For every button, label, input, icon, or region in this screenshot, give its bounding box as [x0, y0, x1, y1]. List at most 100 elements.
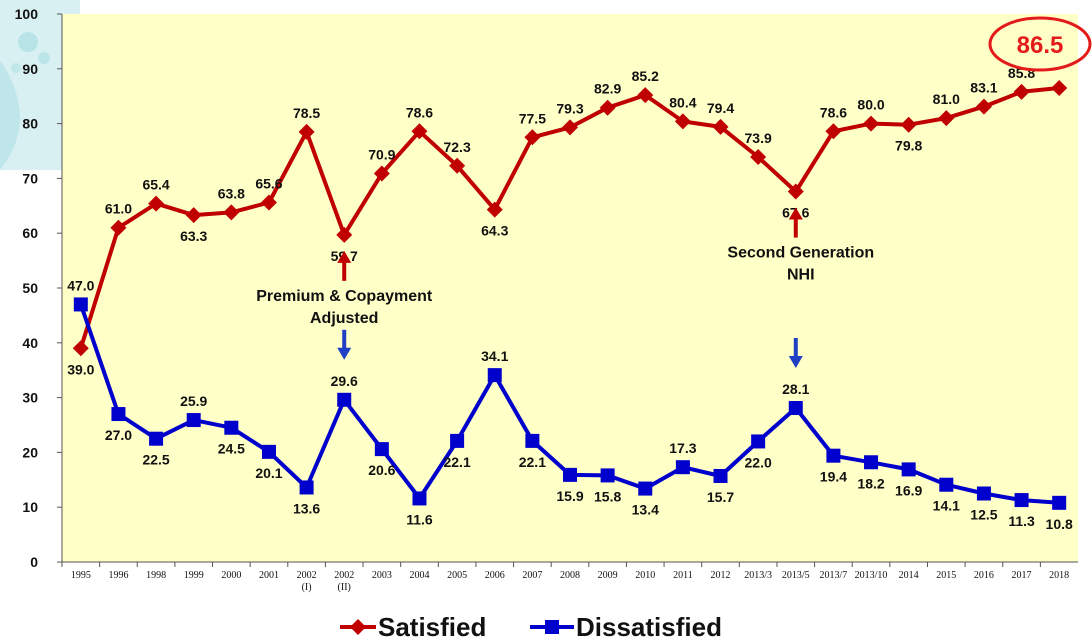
data-label-dissatisfied: 13.6	[293, 500, 320, 516]
up-arrow-icon	[337, 250, 352, 263]
data-point-dissatisfied	[487, 368, 502, 383]
data-point-dissatisfied	[337, 392, 352, 407]
data-point-satisfied	[72, 340, 89, 357]
data-point-satisfied	[1051, 79, 1068, 96]
square-icon	[545, 620, 559, 634]
data-label-satisfied: 39.0	[67, 361, 94, 377]
x-tick-sublabel: (I)	[302, 582, 312, 593]
legend-label-satisfied: Satisfied	[378, 612, 486, 641]
data-label-dissatisfied: 15.9	[556, 488, 583, 504]
data-point-dissatisfied	[976, 486, 991, 501]
x-tick-label: 2009	[598, 570, 618, 581]
data-point-satisfied	[298, 123, 315, 140]
data-label-dissatisfied: 34.1	[481, 348, 508, 364]
data-point-dissatisfied	[563, 467, 577, 482]
annotation-text: Adjusted	[310, 310, 378, 327]
data-point-dissatisfied	[299, 480, 314, 495]
x-tick-label: 2018	[1049, 570, 1069, 581]
data-label-satisfied: 82.9	[594, 81, 621, 97]
data-point-satisfied	[938, 110, 955, 127]
data-label-dissatisfied: 22.0	[745, 454, 772, 470]
data-point-satisfied	[674, 113, 691, 130]
data-label-satisfied: 79.8	[895, 138, 922, 154]
data-point-dissatisfied	[901, 462, 916, 477]
x-tick-label: 2005	[447, 570, 467, 581]
annotation-text: Second Generation	[727, 245, 874, 262]
y-tick-label: 30	[22, 390, 38, 406]
data-label-satisfied: 81.0	[933, 91, 960, 107]
x-tick-label: 2013/3	[744, 570, 772, 581]
data-point-dissatisfied	[939, 477, 954, 492]
y-tick-label: 10	[22, 499, 38, 515]
data-label-dissatisfied: 29.6	[331, 373, 358, 389]
data-label-satisfied: 63.8	[218, 185, 245, 201]
data-label-dissatisfied: 22.5	[142, 452, 169, 468]
annotation-text: Premium & Copayment	[256, 288, 433, 305]
annotations: Premium & Copayment Adjusted Second Genera…	[256, 207, 874, 369]
data-point-satisfied	[260, 194, 277, 211]
data-point-satisfied	[223, 204, 240, 221]
data-point-satisfied	[787, 183, 804, 200]
data-point-dissatisfied	[412, 491, 427, 506]
data-label-dissatisfied: 18.2	[857, 475, 884, 491]
data-point-dissatisfied	[186, 413, 201, 428]
x-tick-label: 2016	[974, 570, 994, 581]
x-tick-label: 1998	[146, 570, 166, 581]
data-label-dissatisfied: 19.4	[820, 469, 847, 485]
down-arrow-icon	[337, 347, 352, 360]
data-point-satisfied	[148, 195, 165, 212]
data-markers	[72, 79, 1068, 510]
data-point-satisfied	[562, 119, 578, 136]
data-label-dissatisfied: 22.1	[443, 454, 470, 470]
x-tick-label: 2010	[635, 570, 655, 581]
x-tick-label: 2011	[673, 570, 693, 581]
y-tick-label: 70	[22, 170, 38, 186]
data-label-satisfied: 78.5	[293, 105, 320, 121]
data-label-dissatisfied: 20.1	[255, 465, 282, 481]
data-label-dissatisfied: 28.1	[782, 381, 809, 397]
data-label-dissatisfied: 20.6	[368, 462, 395, 478]
legend-item-dissatisfied: Dissatisfied	[530, 612, 722, 641]
data-point-satisfied	[863, 115, 880, 132]
x-tick-sublabel: (II)	[338, 582, 351, 593]
data-label-satisfied: 70.9	[368, 146, 395, 162]
data-label-dissatisfied: 10.8	[1046, 516, 1073, 532]
legend: Satisfied Dissatisfied	[340, 612, 722, 641]
x-tick-label: 2002	[297, 570, 317, 581]
down-arrow-icon	[788, 356, 803, 369]
data-label-satisfied: 83.1	[970, 80, 997, 96]
y-tick-label: 20	[22, 444, 38, 460]
data-label-satisfied: 73.9	[745, 130, 772, 146]
data-point-dissatisfied	[1014, 493, 1029, 508]
x-tick-label: 2013/7	[820, 570, 848, 581]
data-label-satisfied: 61.0	[105, 201, 132, 217]
data-point-satisfied	[712, 118, 729, 135]
y-tick-label: 40	[22, 335, 38, 351]
x-tick-label: 2015	[936, 570, 956, 581]
up-arrow-icon	[788, 207, 803, 220]
data-point-satisfied	[975, 98, 992, 115]
data-point-satisfied	[900, 116, 917, 133]
data-point-dissatisfied	[600, 468, 615, 483]
data-point-dissatisfied	[450, 433, 465, 448]
data-point-dissatisfied	[713, 468, 728, 483]
data-label-satisfied: 65.6	[255, 176, 282, 192]
x-tick-label: 2006	[485, 570, 505, 581]
data-point-dissatisfied	[525, 433, 540, 448]
data-point-satisfied	[336, 226, 353, 243]
x-tick-label: 2001	[259, 570, 279, 581]
data-point-satisfied	[750, 149, 767, 166]
data-label-dissatisfied: 11.3	[1008, 513, 1035, 529]
data-point-satisfied	[524, 129, 541, 146]
data-point-satisfied	[373, 165, 390, 182]
data-point-satisfied	[185, 207, 202, 224]
data-label-dissatisfied: 17.3	[669, 440, 696, 456]
data-label-satisfied: 78.6	[820, 104, 847, 120]
data-label-satisfied: 80.4	[669, 94, 696, 110]
data-point-dissatisfied	[751, 434, 766, 449]
data-point-dissatisfied	[638, 481, 653, 496]
highlight-value: 86.5	[1017, 32, 1064, 59]
data-label-dissatisfied: 11.6	[406, 511, 433, 527]
y-tick-label: 100	[15, 6, 39, 22]
